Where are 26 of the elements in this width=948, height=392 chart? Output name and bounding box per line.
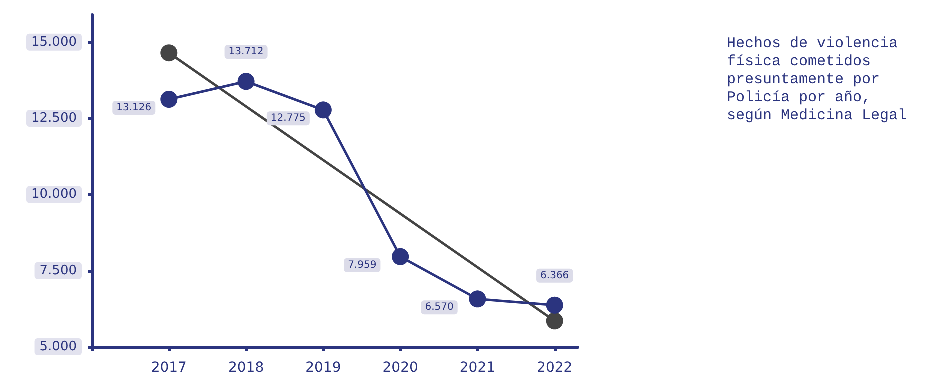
y-tick-label: 7.500 — [40, 263, 77, 278]
x-tick-label: 2017 — [151, 360, 187, 376]
x-tick-label: 2019 — [306, 360, 342, 376]
x-tick-label: 2020 — [382, 360, 418, 376]
point — [546, 296, 564, 314]
point — [392, 248, 410, 266]
point — [469, 290, 486, 308]
x-tick-label: 2022 — [537, 360, 573, 376]
x-tick-label: 2021 — [460, 360, 496, 376]
point — [314, 102, 332, 119]
x-tick-label: 2018 — [228, 360, 264, 376]
point — [546, 312, 564, 330]
point — [238, 73, 255, 90]
point — [160, 90, 178, 108]
text: Hechos de violencia física cometidos presuntamente por Policía por año, según Medicina Legal — [727, 36, 908, 124]
point — [160, 44, 178, 62]
data-label: 7.959 — [348, 260, 377, 271]
data-label: 13.712 — [228, 46, 264, 58]
data-label: 12.775 — [270, 113, 306, 124]
y-tick-label: 10.000 — [32, 187, 77, 202]
y-tick-label: 15.000 — [32, 34, 77, 50]
data-label: 6.366 — [540, 270, 570, 282]
y-tick-label: 5.000 — [40, 340, 77, 354]
data-label: 6.570 — [425, 302, 454, 314]
y-tick-label: 12.500 — [32, 111, 77, 126]
data-label: 13.126 — [116, 102, 152, 114]
